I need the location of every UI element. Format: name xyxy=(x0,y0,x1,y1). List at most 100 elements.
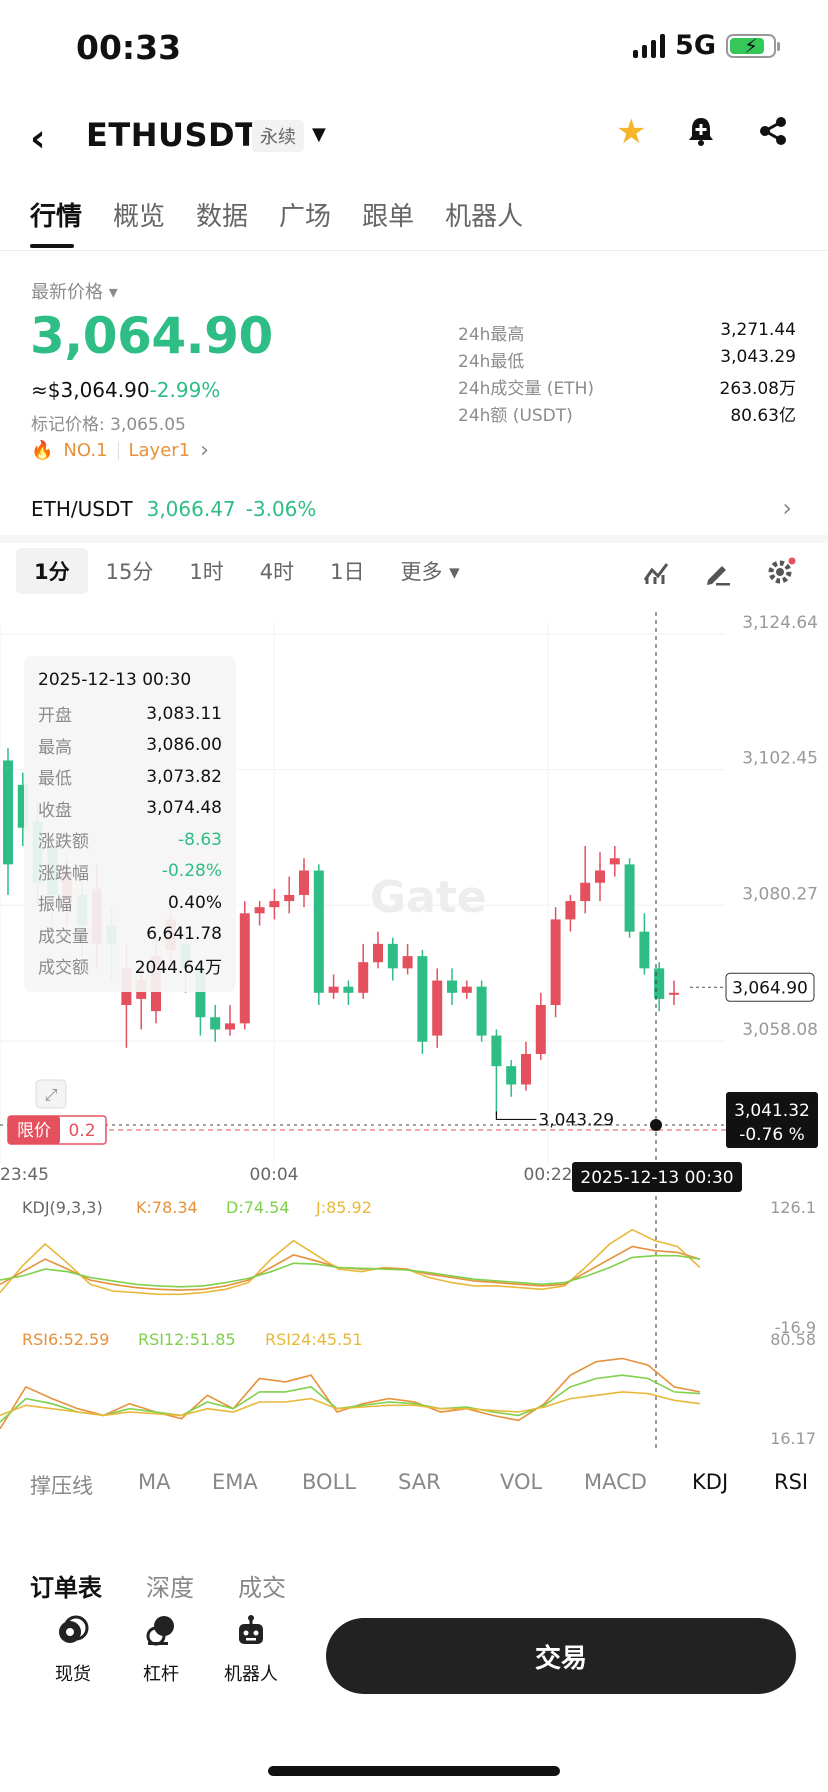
contract-type-badge[interactable]: 永续 xyxy=(252,120,304,152)
kdj-j-label: J:85.92 xyxy=(315,1198,372,1217)
tab-square[interactable]: 广场 xyxy=(279,202,332,232)
rsi6-label: RSI6:52.59 xyxy=(22,1330,109,1349)
indicator-tab-7[interactable]: KDJ xyxy=(692,1470,729,1494)
tab-market[interactable]: 行情 xyxy=(30,202,83,232)
expand-icon xyxy=(35,1079,67,1109)
candle-body xyxy=(373,943,383,963)
candle-body xyxy=(654,968,665,999)
candle-body xyxy=(328,986,339,993)
chevron-right-icon: › xyxy=(200,438,209,463)
indicator-tab-4[interactable]: SAR xyxy=(398,1470,441,1494)
candle-body xyxy=(239,913,250,1024)
tab-orderbook[interactable]: 订单表 xyxy=(30,1574,102,1602)
tooltip-value: 0.40% xyxy=(167,892,222,913)
indicator-tab-8[interactable]: RSI xyxy=(774,1470,809,1494)
tooltip-label: 收盘 xyxy=(38,800,72,821)
candle-body xyxy=(565,901,576,920)
nav-spot[interactable]: 现货 xyxy=(28,1614,118,1686)
crosshair-time: 2025-12-13 00:30 xyxy=(580,1168,733,1188)
spot-pair-line[interactable]: ETH/USDT 3,066.47 -3.06% xyxy=(31,497,316,521)
candlestick-chart[interactable]: 3,124.64 3,102.45 3,080.27 3,058.08 Gate 3,04… xyxy=(0,612,828,1452)
tab-trades[interactable]: 成交 xyxy=(238,1574,286,1602)
nav-label: 杠杆 xyxy=(143,1664,179,1685)
nav-margin[interactable]: 杠杆 xyxy=(116,1614,206,1686)
candle-body xyxy=(476,986,487,1036)
candle-body xyxy=(535,1005,546,1054)
candle-tooltip: 2025-12-13 00:30 开盘 3,083.11 最高 3,086.00 最… xyxy=(24,656,236,992)
battery-icon: ⚡ xyxy=(726,33,780,58)
trade-button[interactable]: 交易 xyxy=(326,1618,796,1694)
tooltip-value: -0.28% xyxy=(161,861,222,882)
tab-bot[interactable]: 机器人 xyxy=(445,202,524,232)
candle-body xyxy=(225,1023,235,1030)
tab-overview[interactable]: 概览 xyxy=(113,202,166,232)
candle-body xyxy=(624,864,635,932)
candle-body xyxy=(387,943,398,969)
candle-body xyxy=(432,980,443,1036)
candle-body xyxy=(210,1017,221,1030)
expand-icon-glyph: ⤢ xyxy=(45,1085,58,1104)
tab-data[interactable]: 数据 xyxy=(196,202,249,232)
kdj-k-label: K:78.34 xyxy=(136,1198,198,1217)
kdj-axis-min: -16.9 xyxy=(775,1318,816,1337)
current-price-label: 3,064.90 xyxy=(732,978,808,998)
pencil-icon[interactable] xyxy=(704,558,732,590)
interval-4h[interactable]: 4时 xyxy=(259,560,295,584)
indicator-tab-3[interactable]: BOLL xyxy=(302,1470,356,1494)
bell-plus-icon[interactable] xyxy=(684,114,718,152)
rsi-axis-min: 16.17 xyxy=(770,1429,816,1448)
chevron-right-icon[interactable]: › xyxy=(782,494,792,522)
indicator-tab-6[interactable]: MACD xyxy=(584,1470,647,1494)
candle-body xyxy=(595,870,605,883)
order-tabs: 订单表 深度 成交 xyxy=(30,1568,286,1603)
candle-body xyxy=(313,870,324,993)
candle-body xyxy=(639,931,650,969)
interval-1h[interactable]: 1时 xyxy=(189,560,224,584)
symbol-title[interactable]: ETHUSDT xyxy=(86,116,258,154)
price-axis-label: 3,080.27 xyxy=(742,884,818,904)
interval-more[interactable]: 更多 ▾ xyxy=(400,560,460,584)
indicator-tab-2[interactable]: EMA xyxy=(212,1470,258,1494)
candle-body xyxy=(447,980,457,993)
kdj-d-label: D:74.54 xyxy=(226,1198,290,1217)
candle-body xyxy=(195,968,206,1018)
back-icon[interactable]: ‹ xyxy=(30,116,46,160)
stat-value: 3,043.29 xyxy=(720,347,796,367)
caret-down-icon[interactable]: ▼ xyxy=(312,124,326,145)
time-label: 00:22 xyxy=(524,1165,573,1185)
nav-robot[interactable]: 机器人 xyxy=(206,1614,296,1686)
star-icon[interactable]: ★ xyxy=(616,112,647,152)
indicator-icon[interactable] xyxy=(642,558,670,590)
interval-15m[interactable]: 15分 xyxy=(105,560,154,584)
indicator-tab-5[interactable]: VOL xyxy=(500,1470,543,1494)
low-marker-label: 3,043.29 xyxy=(538,1110,614,1130)
interval-1m[interactable]: 1分 xyxy=(16,548,88,594)
rsi12-line xyxy=(0,1374,701,1423)
tab-copy-trade[interactable]: 跟单 xyxy=(362,202,415,232)
tooltip-value: -8.63 xyxy=(178,829,222,850)
indicator-tab-0[interactable]: 撑压线 xyxy=(30,1474,93,1498)
change-percent: -2.99% xyxy=(149,378,221,402)
rank-tag: NO.1 xyxy=(63,440,108,461)
rsi24-label: RSI24:45.51 xyxy=(265,1330,363,1349)
rsi24-line xyxy=(0,1391,701,1417)
stat-label: 24h成交量 (ETH) xyxy=(458,379,594,399)
spot-pair-change: -3.06% xyxy=(245,497,317,521)
tag-line[interactable]: 🔥 NO.1 Layer1 › xyxy=(31,438,209,463)
crosshair-dot xyxy=(650,1119,662,1131)
candle-body xyxy=(17,784,28,828)
interval-1d[interactable]: 1日 xyxy=(330,560,365,584)
gear-icon[interactable] xyxy=(766,556,796,590)
usd-price-line: ≈$3,064.90-2.99% xyxy=(31,378,220,402)
stat-value: 80.63亿 xyxy=(730,406,796,426)
share-icon[interactable] xyxy=(756,114,790,152)
indicator-tab-1[interactable]: MA xyxy=(138,1470,171,1494)
last-price: 3,064.90 xyxy=(30,307,273,365)
tab-depth[interactable]: 深度 xyxy=(146,1574,194,1602)
latest-price-label[interactable]: 最新价格 ▾ xyxy=(31,282,118,303)
candle-body xyxy=(506,1066,517,1085)
stat-value: 263.08万 xyxy=(719,379,796,399)
tooltip-value: 3,086.00 xyxy=(146,735,222,756)
candle-body xyxy=(550,919,561,1006)
stat-label: 24h最高 xyxy=(458,325,525,345)
